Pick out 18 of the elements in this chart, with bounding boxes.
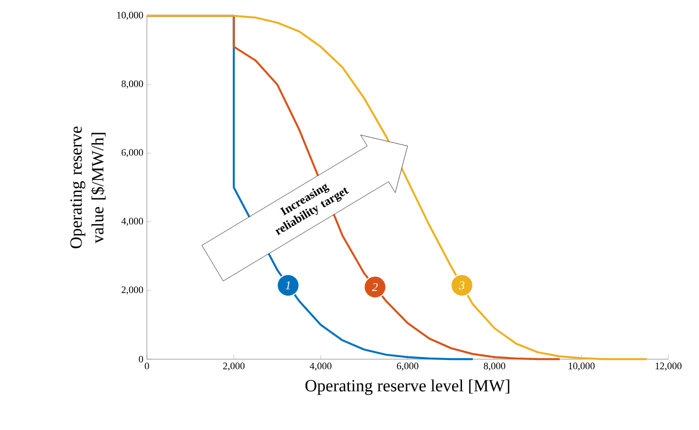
x-tick-label: 4,000 (310, 362, 332, 371)
x-tick-label: 2,000 (223, 362, 245, 371)
x-tick-label: 8,000 (484, 362, 506, 371)
y-tick-label: 4,000 (121, 218, 144, 226)
y-tick-label: 6,000 (122, 148, 144, 158)
y-tick-label: 2,000 (122, 286, 144, 294)
x-tick-label: 12,000 (656, 362, 682, 371)
y-axis-title: Operating reserve value [$/MW/h] (70, 126, 106, 248)
y-tick-label: 10,000 (117, 12, 144, 20)
x-tick-label: 6,000 (396, 362, 418, 371)
x-tick-label: 10,000 (568, 362, 595, 371)
y-tick-label: 0 (138, 356, 144, 362)
annotation: 3 (458, 281, 464, 290)
annotation: 2 (372, 282, 378, 291)
y-tick-label: 8,000 (122, 80, 144, 88)
annotation: 1 (286, 281, 290, 290)
x-axis-title: Operating reserve level [MW] (305, 379, 510, 395)
x-tick-label: 0 (144, 362, 149, 370)
